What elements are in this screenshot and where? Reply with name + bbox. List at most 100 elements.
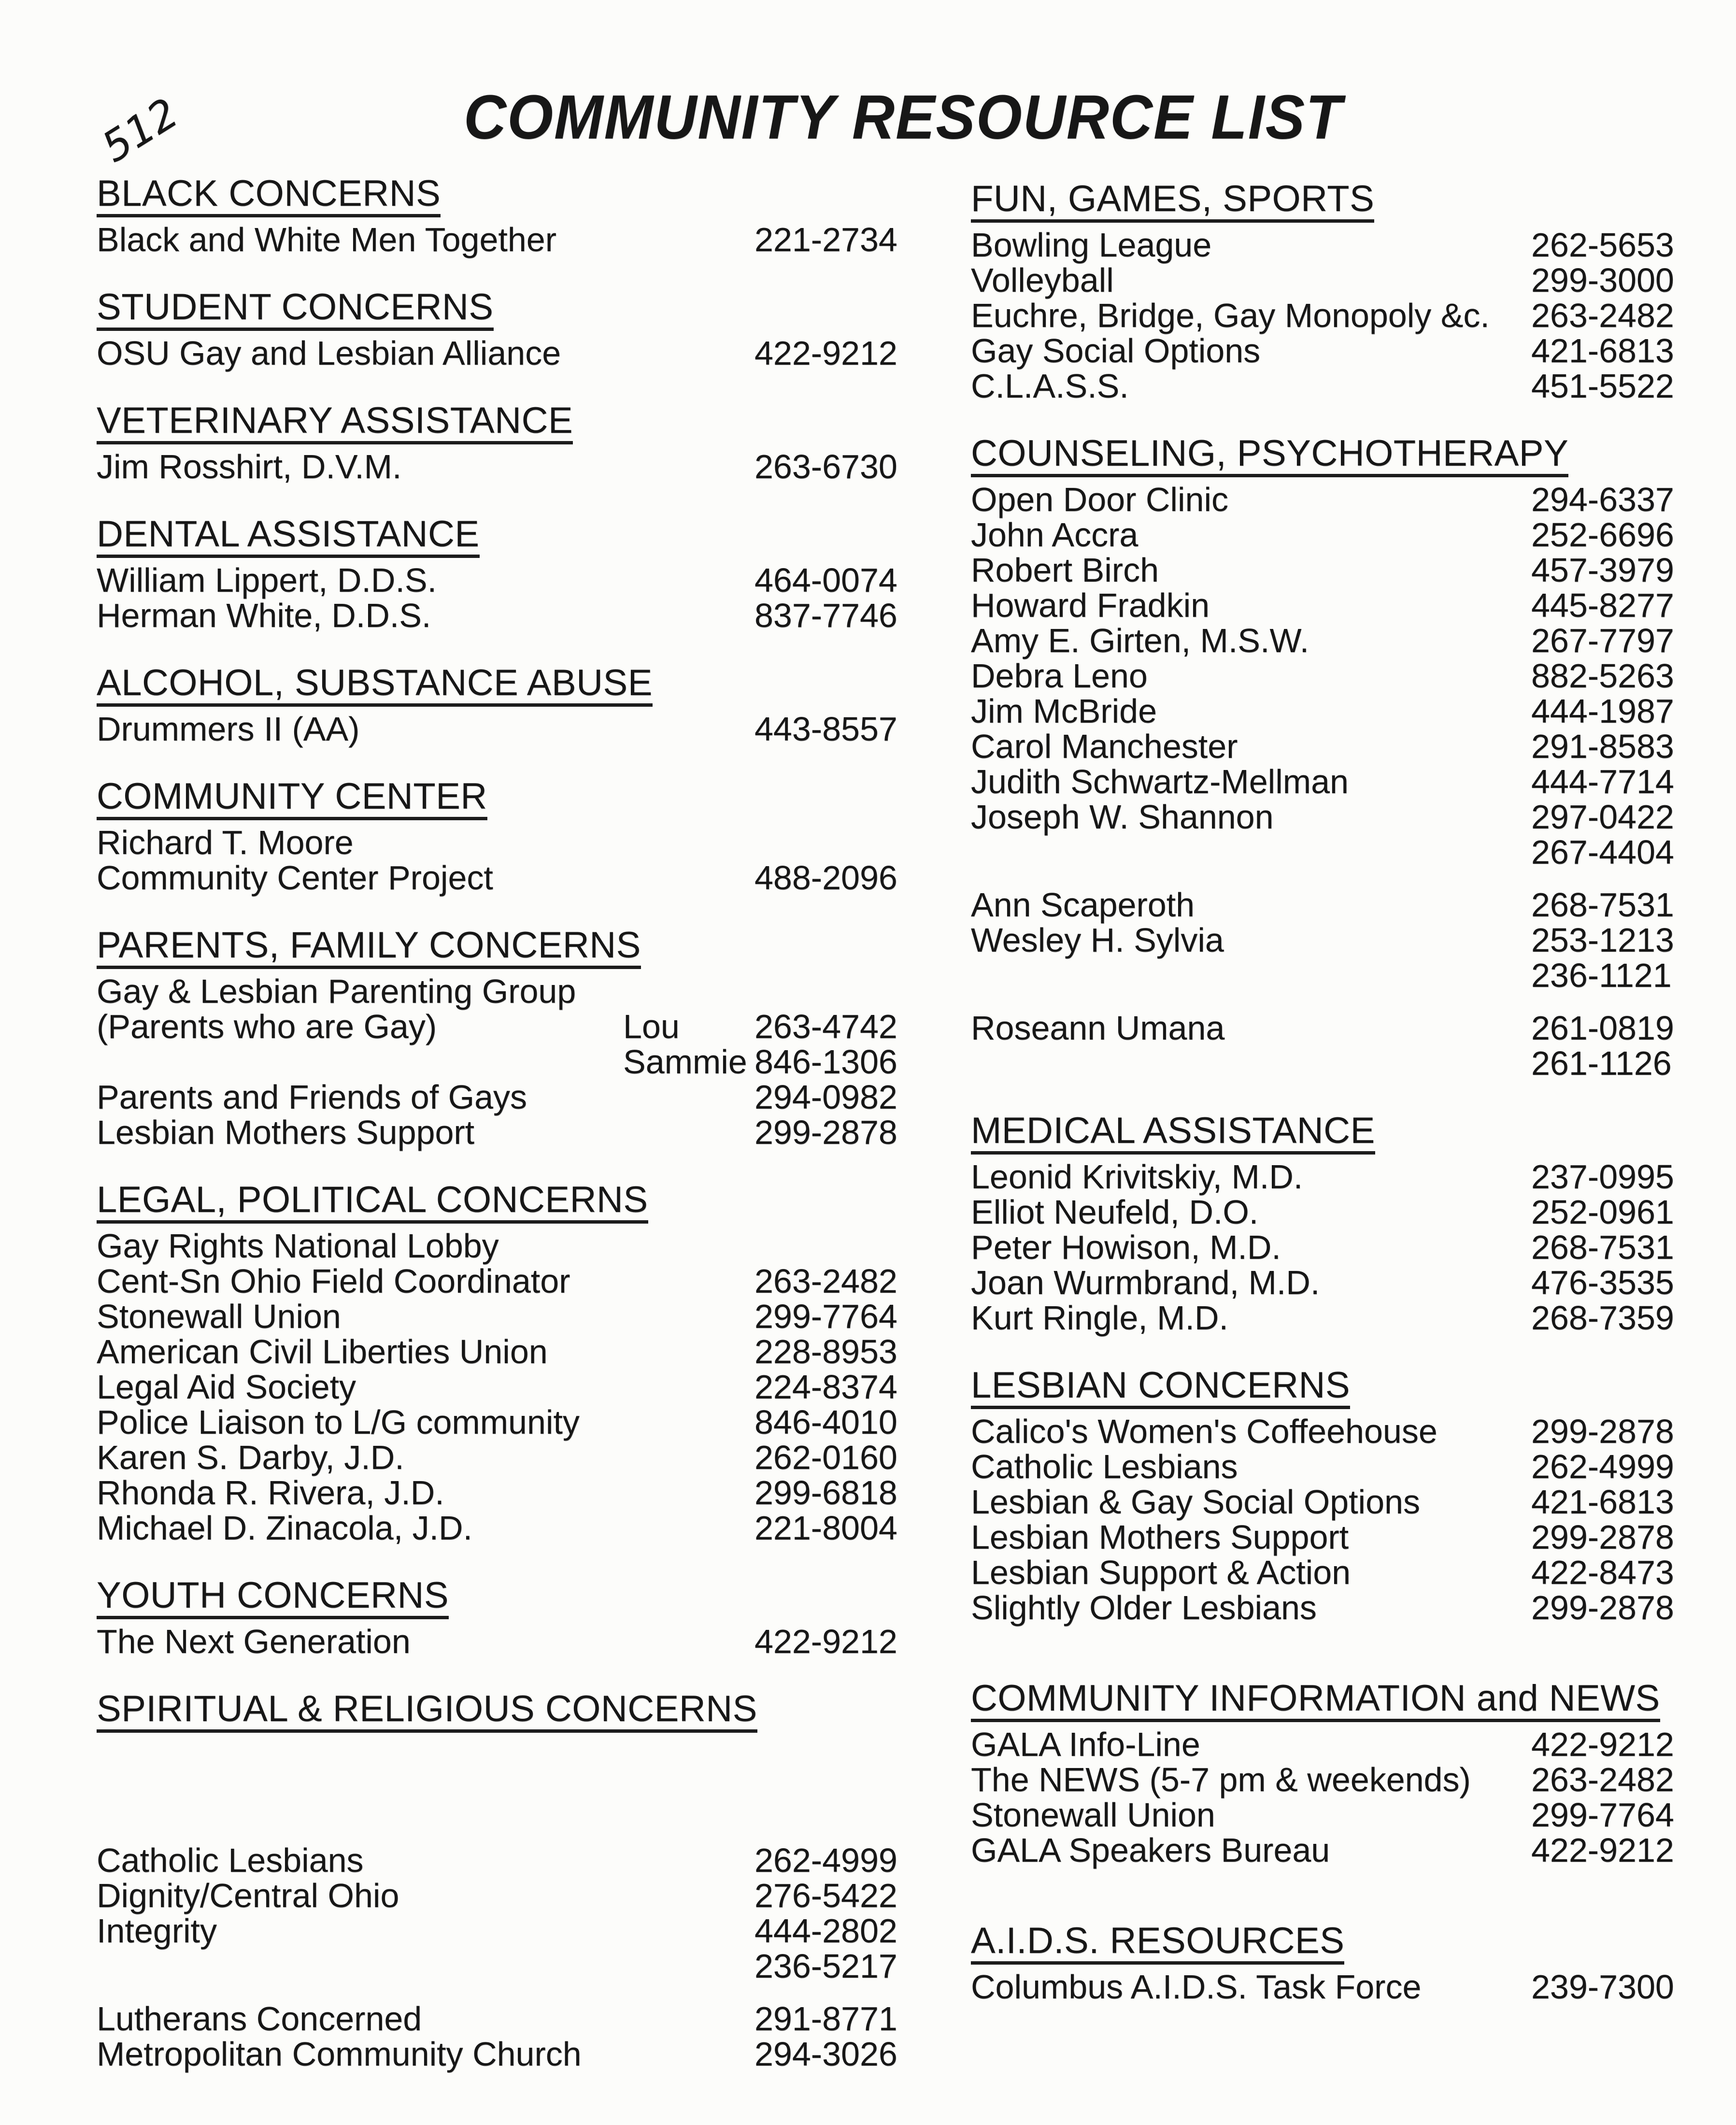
entry-phone-number: 299-2878 [1531,1518,1674,1556]
entry-phone-number: 297-0422 [1531,798,1674,836]
page-title: COMMUNITY RESOURCE LIST [464,82,1343,152]
entry-phone-number: 262-0160 [754,1439,897,1476]
entry-name: Peter Howison, M.D. [971,1228,1281,1266]
entry-name: Michael D. Zinacola, J.D. [97,1509,473,1547]
entry-name: Euchre, Bridge, Gay Monopoly &c. [971,297,1490,334]
entry-phone-number: 239-7300 [1531,1968,1674,2006]
directory-entry: Elliot Neufeld, D.O. 252-0961 [971,1195,1715,1230]
entry-name: Gay Social Options [971,332,1261,370]
entry-name: Catholic Lesbians [971,1448,1238,1485]
section-title: COMMUNITY INFORMATION and NEWS [971,1680,1715,1722]
directory-entry: (Parents who are Gay) Lou 263-4742 [97,1009,947,1044]
directory-entry: William Lippert, D.D.S. 464-0074 [97,563,947,598]
directory-section: SPIRITUAL & RELIGIOUS CONCERNS Catholic L… [97,1690,947,2072]
directory-entry: Amy E. Girten, M.S.W. 267-7797 [971,623,1715,658]
entry-phone-number: 261-1126 [1531,1044,1672,1082]
directory-entry: Catholic Lesbians 262-4999 [971,1449,1715,1484]
entry-phone-number: 299-2878 [1531,1589,1674,1626]
directory-entry: Wesley H. Sylvia 253-1213 [971,923,1715,958]
entry-phone-number: 268-7531 [1531,886,1674,924]
section-title-text: DENTAL ASSISTANCE [97,515,480,558]
directory-entry: The Next Generation 422-9212 [97,1624,947,1659]
entry-phone-number: 444-2802 [754,1912,897,1950]
entry-name: Volleyball [971,261,1114,299]
entry-phone-number: 262-4999 [754,1841,897,1879]
directory-section: COMMUNITY CENTER Richard T. Moore Communit… [97,778,947,896]
directory-entry: Joan Wurmbrand, M.D. 476-3535 [971,1265,1715,1300]
directory-section: STUDENT CONCERNS OSU Gay and Lesbian Alli… [97,288,947,371]
section-title-text: LEGAL, POLITICAL CONCERNS [97,1181,648,1224]
entry-name: Richard T. Moore [97,824,354,861]
entry-name: Leonid Krivitskiy, M.D. [971,1158,1303,1196]
entry-name: Herman White, D.D.S. [97,597,431,634]
section-title: ALCOHOL, SUBSTANCE ABUSE [97,664,947,707]
entry-name: John Accra [971,516,1138,554]
section-title: VETERINARY ASSISTANCE [97,402,947,444]
directory-entry: The NEWS (5-7 pm & weekends) 263-2482 [971,1762,1715,1797]
directory-entry: GALA Speakers Bureau 422-9212 [971,1833,1715,1868]
section-title: YOUTH CONCERNS [97,1577,947,1619]
section-title: STUDENT CONCERNS [97,288,947,331]
entry-name: Black and White Men Together [97,221,557,258]
directory-entry: Lesbian & Gay Social Options 421-6813 [971,1484,1715,1520]
entry-phone-number: 299-2878 [1531,1412,1674,1450]
entry-name: William Lippert, D.D.S. [97,561,437,599]
directory-entry: Kurt Ringle, M.D. 268-7359 [971,1300,1715,1336]
entry-phone-number: 464-0074 [754,561,897,599]
directory-entry: John Accra 252-6696 [971,517,1715,553]
entry-phone-number: 267-7797 [1531,622,1674,659]
section-title-text: PARENTS, FAMILY CONCERNS [97,927,641,969]
entry-phone-number: 421-6813 [1531,1483,1674,1521]
entry-name: (Parents who are Gay) [97,1008,437,1045]
section-title-text: BLACK CONCERNS [97,175,441,217]
entry-phone-number: 262-4999 [1531,1448,1674,1485]
entry-phone-number: 294-0982 [754,1078,897,1116]
entry-phone-number: 294-6337 [1531,481,1674,518]
section-title-text: VETERINARY ASSISTANCE [97,402,573,444]
entry-name: Police Liaison to L/G community [97,1403,580,1441]
directory-section: ALCOHOL, SUBSTANCE ABUSE Drummers II (AA)… [97,664,947,747]
directory-entry: Calico's Women's Coffeehouse 299-2878 [971,1414,1715,1449]
entry-name: Amy E. Girten, M.S.W. [971,622,1309,659]
entry-name: Bowling League [971,226,1212,264]
section-title: SPIRITUAL & RELIGIOUS CONCERNS [97,1690,947,1733]
entry-phone-number: 299-6818 [754,1474,897,1512]
entry-name: The NEWS (5-7 pm & weekends) [971,1761,1471,1798]
section-title-text: YOUTH CONCERNS [97,1577,449,1619]
entry-phone-number: 236-1121 [1531,956,1672,994]
section-title: FUN, GAMES, SPORTS [971,180,1715,223]
entry-name: Catholic Lesbians [97,1841,364,1879]
directory-entry: Peter Howison, M.D. 268-7531 [971,1230,1715,1265]
entry-name: Carol Manchester [971,727,1238,765]
directory-column-right: FUN, GAMES, SPORTS Bowling League 262-5653… [971,180,1715,2036]
entry-phone-number: 299-7764 [1531,1796,1674,1834]
directory-section: FUN, GAMES, SPORTS Bowling League 262-5653… [971,180,1715,404]
section-title-text: FUN, GAMES, SPORTS [971,180,1375,223]
entry-name: Gay & Lesbian Parenting Group [97,972,576,1010]
directory-entry: Herman White, D.D.S. 837-7746 [97,598,947,633]
section-title-text: STUDENT CONCERNS [97,288,494,331]
directory-entry: Karen S. Darby, J.D. 262-0160 [97,1440,947,1475]
entry-phone-number: 291-8583 [1531,727,1674,765]
entry-name: Jim McBride [971,692,1157,730]
section-title-text: COMMUNITY INFORMATION and NEWS [971,1680,1660,1722]
directory-entry: Open Door Clinic 294-6337 [971,482,1715,517]
directory-entry: Leonid Krivitskiy, M.D. 237-0995 [971,1159,1715,1195]
entry-phone-number: 299-2878 [754,1113,897,1151]
directory-entry: Parents and Friends of Gays 294-0982 [97,1080,947,1115]
directory-entry: Cent-Sn Ohio Field Coordinator 263-2482 [97,1264,947,1299]
directory-entry: 236-5217 [97,1949,947,1984]
entry-phone-number: 261-0819 [1531,1009,1674,1047]
entry-phone-number: 299-3000 [1531,261,1674,299]
entry-name: Calico's Women's Coffeehouse [971,1412,1437,1450]
directory-section: YOUTH CONCERNS The Next Generation 422-921… [97,1577,947,1659]
section-title-text: A.I.D.S. RESOURCES [971,1922,1345,1965]
directory-entry: 236-1121 [971,958,1715,993]
directory-section: BLACK CONCERNS Black and White Men Togeth… [97,175,947,257]
entry-contact-name: Lou [623,1008,680,1045]
directory-entry: Gay & Lesbian Parenting Group [97,974,947,1009]
directory-entry: Lesbian Mothers Support 299-2878 [971,1520,1715,1555]
entry-phone-number: 276-5422 [754,1877,897,1914]
directory-section: COUNSELING, PSYCHOTHERAPY Open Door Clini… [971,435,1715,1081]
